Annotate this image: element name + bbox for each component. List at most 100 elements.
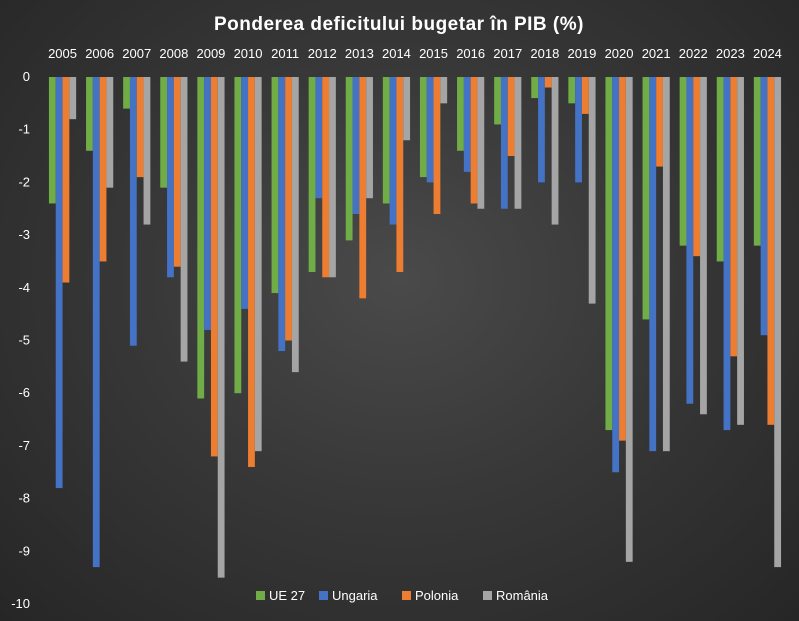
bar <box>55 77 63 489</box>
bar <box>463 77 471 172</box>
bar <box>62 77 70 283</box>
bar <box>173 77 181 267</box>
bar <box>419 77 427 178</box>
bar <box>716 77 724 262</box>
legend-swatch <box>483 591 492 600</box>
bar <box>656 77 663 167</box>
y-tick-label: 0 <box>23 69 30 84</box>
legend-swatch <box>402 591 411 600</box>
bar <box>234 77 242 394</box>
bar <box>767 77 775 425</box>
bar <box>507 77 515 157</box>
bar <box>204 77 211 330</box>
y-tick-label: -3 <box>18 227 30 242</box>
bar <box>197 77 205 399</box>
category-label: 2017 <box>493 46 522 61</box>
bar <box>291 77 299 373</box>
bar <box>69 77 77 120</box>
bar <box>396 77 404 272</box>
legend-swatch <box>319 591 328 600</box>
bar <box>389 77 397 225</box>
category-label: 2013 <box>345 46 374 61</box>
chart-title: Ponderea deficitului bugetar în PIB (%) <box>214 14 584 35</box>
legend-label: UE 27 <box>269 588 305 603</box>
category-label: 2007 <box>122 46 151 61</box>
category-label: 2024 <box>753 46 782 61</box>
bar <box>136 77 144 178</box>
bar <box>581 77 589 114</box>
bar <box>500 77 508 209</box>
bar <box>271 77 279 294</box>
bar <box>514 77 522 209</box>
bar <box>679 77 687 246</box>
category-label: 2014 <box>382 46 411 61</box>
bar <box>285 77 292 341</box>
bar <box>693 77 701 257</box>
bar <box>642 77 650 320</box>
bar <box>106 77 114 188</box>
category-label: 2005 <box>48 46 77 61</box>
bar <box>143 77 151 225</box>
y-axis: 0 -1 -2 -3 -4 -5 -6 -7 -8 -9 -10 <box>11 69 30 611</box>
bar <box>315 77 323 199</box>
bar <box>241 77 249 309</box>
bar <box>477 77 485 209</box>
bar <box>433 77 441 215</box>
bar <box>210 77 218 457</box>
bar <box>359 77 367 299</box>
bar <box>129 77 137 346</box>
bar <box>568 77 576 104</box>
bar <box>48 77 56 204</box>
bar <box>308 77 316 272</box>
bar <box>248 77 255 467</box>
bar <box>723 77 731 431</box>
category-label: 2022 <box>679 46 708 61</box>
bar <box>588 77 596 304</box>
bar <box>322 77 330 278</box>
bar <box>494 77 501 125</box>
bar <box>737 77 744 425</box>
bar <box>730 77 738 357</box>
bar <box>700 77 707 415</box>
y-tick-label: -8 <box>18 491 30 506</box>
category-label: 2011 <box>271 46 299 61</box>
bar <box>774 77 782 568</box>
legend-label: Ungaria <box>332 588 378 603</box>
category-label: 2015 <box>419 46 448 61</box>
bar <box>575 77 582 183</box>
bar <box>625 77 633 562</box>
bar <box>99 77 107 262</box>
legend-swatch <box>256 591 265 600</box>
bar <box>605 77 613 431</box>
category-label: 2009 <box>196 46 225 61</box>
legend-label: Polonia <box>415 588 459 603</box>
bar <box>538 77 545 183</box>
y-tick-label: -1 <box>18 122 30 137</box>
bar <box>649 77 657 452</box>
bar <box>457 77 464 151</box>
category-label: 2008 <box>159 46 188 61</box>
bar <box>92 77 100 568</box>
bar <box>440 77 448 104</box>
bar <box>345 77 353 241</box>
bar <box>686 77 694 404</box>
bar <box>403 77 411 141</box>
category-labels: 2005 2006 2007 2008 2009 2010 2011 2012 2013 2014… <box>48 46 782 61</box>
bar <box>278 77 286 352</box>
bar <box>366 77 373 199</box>
legend: UE 27 Ungaria Polonia România <box>256 588 549 603</box>
bar <box>86 77 93 151</box>
category-label: 2023 <box>716 46 745 61</box>
bar <box>619 77 626 441</box>
y-tick-label: -4 <box>18 280 30 295</box>
category-label: 2012 <box>308 46 337 61</box>
bar <box>382 77 390 204</box>
bar <box>426 77 434 183</box>
bar <box>352 77 360 215</box>
bar <box>760 77 768 336</box>
bar <box>123 77 130 109</box>
y-tick-label: -5 <box>18 333 30 348</box>
category-label: 2021 <box>642 46 671 61</box>
category-label: 2018 <box>530 46 559 61</box>
